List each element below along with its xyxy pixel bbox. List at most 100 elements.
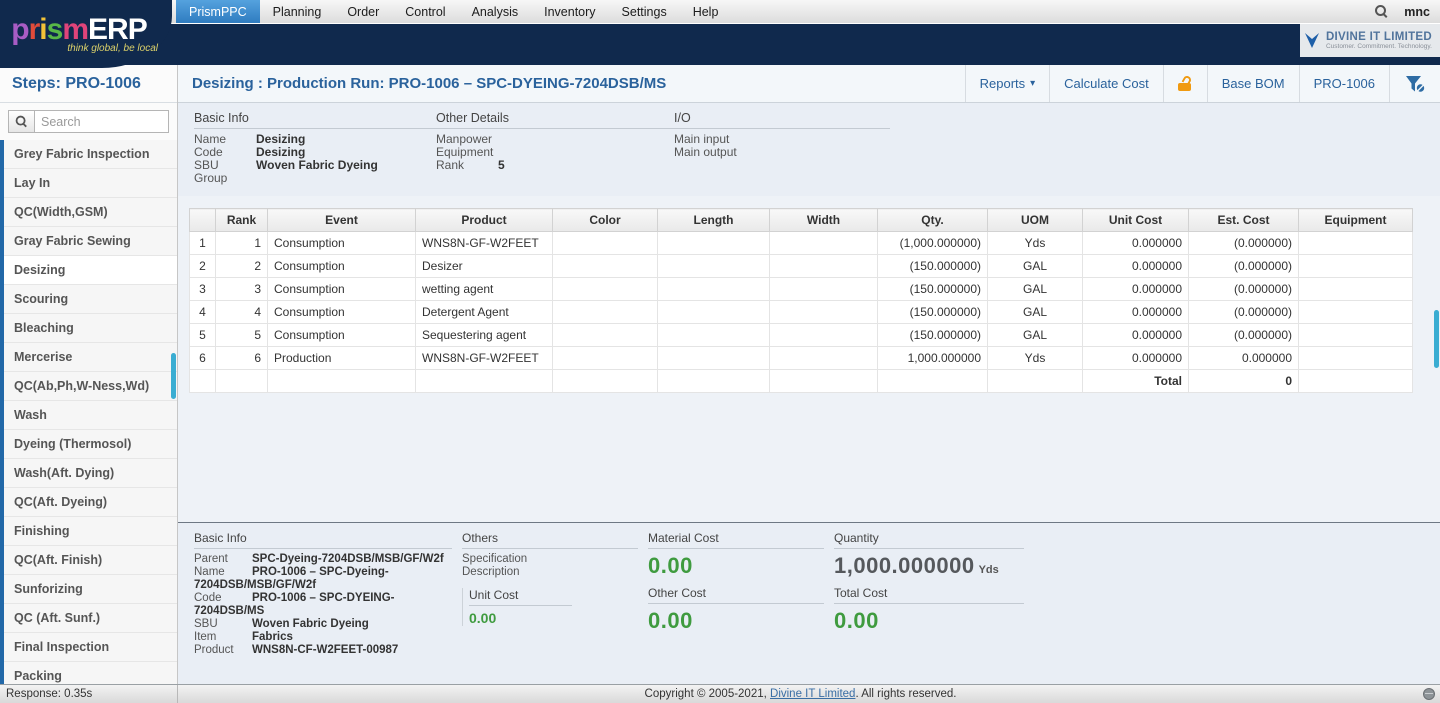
table-row[interactable]: 5 5 Consumption Sequestering agent (150.…: [190, 324, 1413, 347]
total-value: 0: [1189, 370, 1299, 393]
response-time: Response: 0.35s: [0, 685, 178, 703]
calculate-cost-button[interactable]: Calculate Cost: [1049, 65, 1163, 102]
col-header-est-cost[interactable]: Est. Cost: [1189, 209, 1299, 232]
divine-it-link[interactable]: Divine IT Limited: [770, 688, 855, 700]
menu-item-order[interactable]: Order: [334, 0, 392, 23]
search-button[interactable]: [8, 110, 34, 133]
topbar-right: mnc: [1375, 0, 1440, 23]
field-label: Description: [462, 566, 542, 579]
copyright: Copyright © 2005-2021, Divine IT Limited…: [178, 688, 1423, 700]
sidebar-item-qc-width-gsm[interactable]: QC(Width,GSM): [4, 198, 177, 227]
sidebar-title: Steps: PRO-1006: [0, 65, 177, 103]
col-header-length[interactable]: Length: [658, 209, 770, 232]
field-value: WNS8N-CF-W2FEET-00987: [252, 644, 398, 656]
col-header-event[interactable]: Event: [268, 209, 416, 232]
table-total-row: Total 0: [190, 370, 1413, 393]
calculate-cost-label: Calculate Cost: [1064, 76, 1149, 91]
menu-label: PrismPPC: [189, 5, 247, 19]
field-label: Name: [194, 566, 252, 579]
field-value: 5: [498, 159, 505, 172]
reports-label: Reports: [980, 76, 1026, 91]
sidebar-item-finishing[interactable]: Finishing: [4, 517, 177, 546]
sidebar-scrollbar[interactable]: [171, 353, 176, 399]
sidebar-item-dyeing-thermosol[interactable]: Dyeing (Thermosol): [4, 430, 177, 459]
sidebar-item-qc-aft-dyeing[interactable]: QC(Aft. Dyeing): [4, 488, 177, 517]
material-cost-value: 0.00: [648, 553, 824, 579]
content-header: Desizing : Production Run: PRO-1006 – SP…: [178, 65, 1440, 103]
menu-label: Order: [347, 5, 379, 19]
col-header-color[interactable]: Color: [553, 209, 658, 232]
menu-item-planning[interactable]: Planning: [260, 0, 335, 23]
field-value: Woven Fabric Dyeing: [256, 159, 378, 172]
sidebar-item-wash-aft-dying[interactable]: Wash(Aft. Dying): [4, 459, 177, 488]
sidebar-item-bleaching[interactable]: Bleaching: [4, 314, 177, 343]
user-menu[interactable]: mnc: [1404, 5, 1430, 19]
col-header-product[interactable]: Product: [416, 209, 553, 232]
sidebar-item-mercerise[interactable]: Mercerise: [4, 343, 177, 372]
menu-item-settings[interactable]: Settings: [609, 0, 680, 23]
quantity-unit: Yds: [979, 564, 999, 576]
table-row[interactable]: 2 2 Consumption Desizer (150.000000) GAL…: [190, 255, 1413, 278]
col-header-width[interactable]: Width: [770, 209, 878, 232]
page-scrollbar[interactable]: [1434, 310, 1439, 368]
field-label: Parent: [194, 553, 252, 566]
sidebar-item-qc-aft-sunf[interactable]: QC (Aft. Sunf.): [4, 604, 177, 633]
table-row[interactable]: 1 1 Consumption WNS8N-GF-W2FEET (1,000.0…: [190, 232, 1413, 255]
field-label: Specification: [462, 553, 542, 566]
menu-item-inventory[interactable]: Inventory: [531, 0, 608, 23]
col-header-qty[interactable]: Qty.: [878, 209, 988, 232]
col-header-blank: [190, 209, 216, 232]
quantity-value: 1,000.000000: [834, 553, 975, 578]
search-input[interactable]: [34, 110, 169, 133]
sidebar-item-qc-ab-ph[interactable]: QC(Ab,Ph,W-Ness,Wd): [4, 372, 177, 401]
sidebar-item-gray-fabric-sewing[interactable]: Gray Fabric Sewing: [4, 227, 177, 256]
unit-cost-box: Unit Cost 0.00: [462, 588, 572, 626]
steps-list: Grey Fabric Inspection Lay In QC(Width,G…: [0, 140, 177, 684]
sidebar-item-wash[interactable]: Wash: [4, 401, 177, 430]
table-row[interactable]: 4 4 Consumption Detergent Agent (150.000…: [190, 301, 1413, 324]
col-header-equipment[interactable]: Equipment: [1299, 209, 1413, 232]
col-header-rank[interactable]: Rank: [216, 209, 268, 232]
menu-item-prismppc[interactable]: PrismPPC: [176, 0, 260, 23]
col-header-unit-cost[interactable]: Unit Cost: [1083, 209, 1189, 232]
sidebar-item-desizing[interactable]: Desizing: [4, 256, 177, 285]
divine-it-v-icon: [1302, 32, 1322, 49]
field-value: SPC-Dyeing-7204DSB/MSB/GF/W2f: [252, 553, 444, 565]
sidebar-item-grey-fabric-inspection[interactable]: Grey Fabric Inspection: [4, 140, 177, 169]
menu-label: Help: [693, 5, 719, 19]
menu-item-analysis[interactable]: Analysis: [459, 0, 532, 23]
menu-label: Control: [405, 5, 445, 19]
basic-info-heading: Basic Info: [194, 111, 436, 129]
other-cost-heading: Other Cost: [648, 586, 824, 604]
menu-item-help[interactable]: Help: [680, 0, 732, 23]
sidebar-item-lay-in[interactable]: Lay In: [4, 169, 177, 198]
unlock-button[interactable]: [1163, 65, 1207, 102]
sidebar-item-sunforizing[interactable]: Sunforizing: [4, 575, 177, 604]
menu-item-control[interactable]: Control: [392, 0, 458, 23]
steps-sidebar: Steps: PRO-1006 Grey Fabric Inspection L…: [0, 65, 178, 684]
field-label: Group: [194, 172, 256, 185]
globe-icon[interactable]: [1423, 688, 1435, 700]
brand-bar: DIVINE IT LIMITED Customer. Commitment. …: [0, 24, 1440, 65]
sidebar-item-packing[interactable]: Packing: [4, 662, 177, 684]
reports-dropdown[interactable]: Reports ▾: [965, 65, 1050, 102]
sidebar-item-qc-aft-finish[interactable]: QC(Aft. Finish): [4, 546, 177, 575]
sidebar-item-final-inspection[interactable]: Final Inspection: [4, 633, 177, 662]
run-info-panel: Basic Info NameDesizing CodeDesizing SBU…: [178, 103, 1440, 196]
base-bom-button[interactable]: Base BOM: [1207, 65, 1299, 102]
copyright-prefix: Copyright © 2005-2021,: [645, 688, 770, 700]
filter-button[interactable]: [1389, 65, 1440, 102]
table-row[interactable]: 3 3 Consumption wetting agent (150.00000…: [190, 278, 1413, 301]
field-label: Main output: [674, 146, 764, 159]
global-search-icon[interactable]: [1375, 5, 1388, 18]
table-header-row: Rank Event Product Color Length Width Qt…: [190, 209, 1413, 232]
menu-label: Planning: [273, 5, 322, 19]
menu-label: Analysis: [472, 5, 519, 19]
col-header-uom[interactable]: UOM: [988, 209, 1083, 232]
table-row[interactable]: 6 6 Production WNS8N-GF-W2FEET 1,000.000…: [190, 347, 1413, 370]
base-bom-label: Base BOM: [1222, 76, 1285, 91]
field-value: Woven Fabric Dyeing: [252, 618, 369, 630]
pro-1006-button[interactable]: PRO-1006: [1299, 65, 1389, 102]
sidebar-item-scouring[interactable]: Scouring: [4, 285, 177, 314]
menu-label: Settings: [622, 5, 667, 19]
